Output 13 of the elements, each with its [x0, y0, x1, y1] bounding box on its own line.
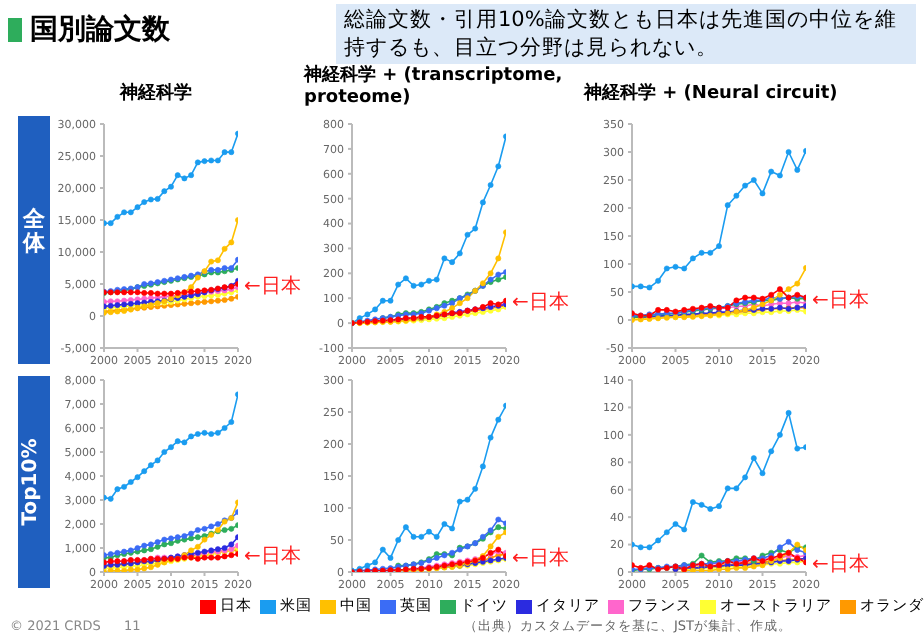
chart-title: 神経科学: [117, 84, 194, 106]
text: 総論文数・引用10%論文数とも日本は先進国の中位を維持するも、目立つ分野は見られない。: [336, 4, 916, 64]
text: Top10%: [20, 436, 44, 530]
text: ←日本: [812, 551, 869, 579]
text: ←日本: [512, 545, 569, 572]
text: ←日本: [512, 289, 569, 317]
text: ←日本: [812, 287, 869, 314]
text: ←日本: [244, 543, 301, 570]
chart-title: 神経科学 + (transcriptome, proteome): [304, 66, 563, 108]
text: ←日本: [244, 273, 301, 300]
text: 全体: [22, 206, 46, 256]
text: 国別論文数: [30, 12, 170, 48]
chart-title: 神経科学 + (Neural circuit): [584, 84, 840, 106]
